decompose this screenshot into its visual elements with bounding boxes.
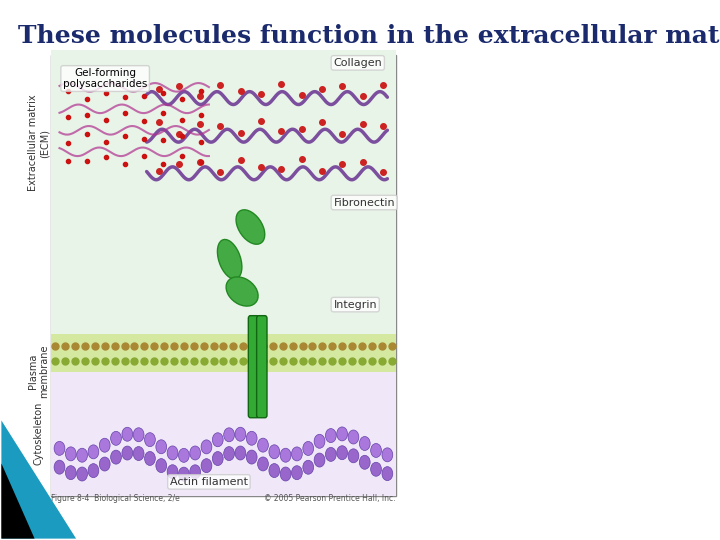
Circle shape (179, 448, 189, 462)
Circle shape (303, 442, 314, 455)
Circle shape (212, 451, 223, 465)
Circle shape (88, 445, 99, 459)
Text: Figure 8-4  Biological Science, 2/e: Figure 8-4 Biological Science, 2/e (51, 494, 180, 503)
FancyBboxPatch shape (51, 334, 396, 372)
Text: Cytoskeleton: Cytoskeleton (34, 402, 44, 465)
Circle shape (269, 464, 279, 477)
FancyBboxPatch shape (248, 316, 258, 418)
Circle shape (235, 446, 246, 460)
Circle shape (190, 465, 201, 479)
Circle shape (190, 446, 201, 460)
Circle shape (258, 457, 269, 471)
Circle shape (167, 465, 178, 478)
Circle shape (201, 458, 212, 472)
Circle shape (54, 441, 65, 455)
Text: Extracellular matrix
(ECM): Extracellular matrix (ECM) (28, 95, 50, 191)
Circle shape (371, 443, 382, 457)
Circle shape (224, 447, 235, 461)
Circle shape (382, 448, 392, 462)
Circle shape (66, 447, 76, 461)
Circle shape (325, 429, 336, 443)
Circle shape (133, 447, 144, 461)
Circle shape (359, 436, 370, 450)
Text: © 2005 Pearson Prentice Hall, Inc.: © 2005 Pearson Prentice Hall, Inc. (264, 494, 396, 503)
Circle shape (359, 455, 370, 469)
FancyBboxPatch shape (51, 372, 396, 496)
Circle shape (280, 467, 291, 481)
Circle shape (348, 449, 359, 463)
Circle shape (258, 438, 269, 452)
Circle shape (66, 465, 76, 480)
Circle shape (246, 450, 257, 464)
Circle shape (145, 433, 156, 447)
Circle shape (314, 453, 325, 467)
Ellipse shape (226, 277, 258, 306)
Text: Actin filament: Actin filament (170, 477, 248, 487)
Ellipse shape (236, 210, 265, 244)
FancyBboxPatch shape (51, 55, 396, 496)
Circle shape (156, 440, 166, 454)
Text: Fibronectin: Fibronectin (333, 198, 395, 207)
Circle shape (201, 440, 212, 454)
Text: Collagen: Collagen (333, 58, 382, 68)
Polygon shape (1, 421, 76, 538)
Circle shape (382, 467, 392, 481)
Circle shape (122, 427, 132, 441)
Circle shape (314, 434, 325, 448)
Text: Integrin: Integrin (333, 300, 377, 309)
Circle shape (224, 428, 235, 442)
Circle shape (111, 431, 122, 446)
FancyBboxPatch shape (256, 316, 267, 418)
Polygon shape (1, 463, 35, 538)
Circle shape (371, 462, 382, 476)
Circle shape (280, 448, 291, 462)
Text: Plasma
membrane: Plasma membrane (28, 345, 50, 398)
Circle shape (303, 460, 314, 474)
Circle shape (337, 446, 348, 460)
Circle shape (122, 446, 132, 460)
Circle shape (292, 447, 302, 461)
Circle shape (99, 438, 110, 452)
Circle shape (77, 467, 88, 481)
Circle shape (269, 445, 279, 459)
Circle shape (292, 465, 302, 480)
Circle shape (54, 460, 65, 474)
Circle shape (325, 448, 336, 461)
Circle shape (99, 457, 110, 471)
Circle shape (111, 450, 122, 464)
Circle shape (179, 467, 189, 481)
Circle shape (156, 458, 166, 472)
Circle shape (212, 433, 223, 447)
Circle shape (246, 431, 257, 446)
Circle shape (88, 464, 99, 477)
Circle shape (77, 448, 88, 462)
Circle shape (133, 428, 144, 442)
Circle shape (167, 446, 178, 460)
Ellipse shape (217, 239, 242, 279)
FancyBboxPatch shape (51, 50, 396, 345)
Circle shape (145, 451, 156, 465)
Text: These molecules function in the extracellular matrix (ECM): These molecules function in the extracel… (18, 23, 720, 47)
Circle shape (337, 427, 348, 441)
Text: Gel-forming
polysaccharides: Gel-forming polysaccharides (63, 68, 148, 89)
Circle shape (235, 427, 246, 441)
Circle shape (348, 430, 359, 444)
